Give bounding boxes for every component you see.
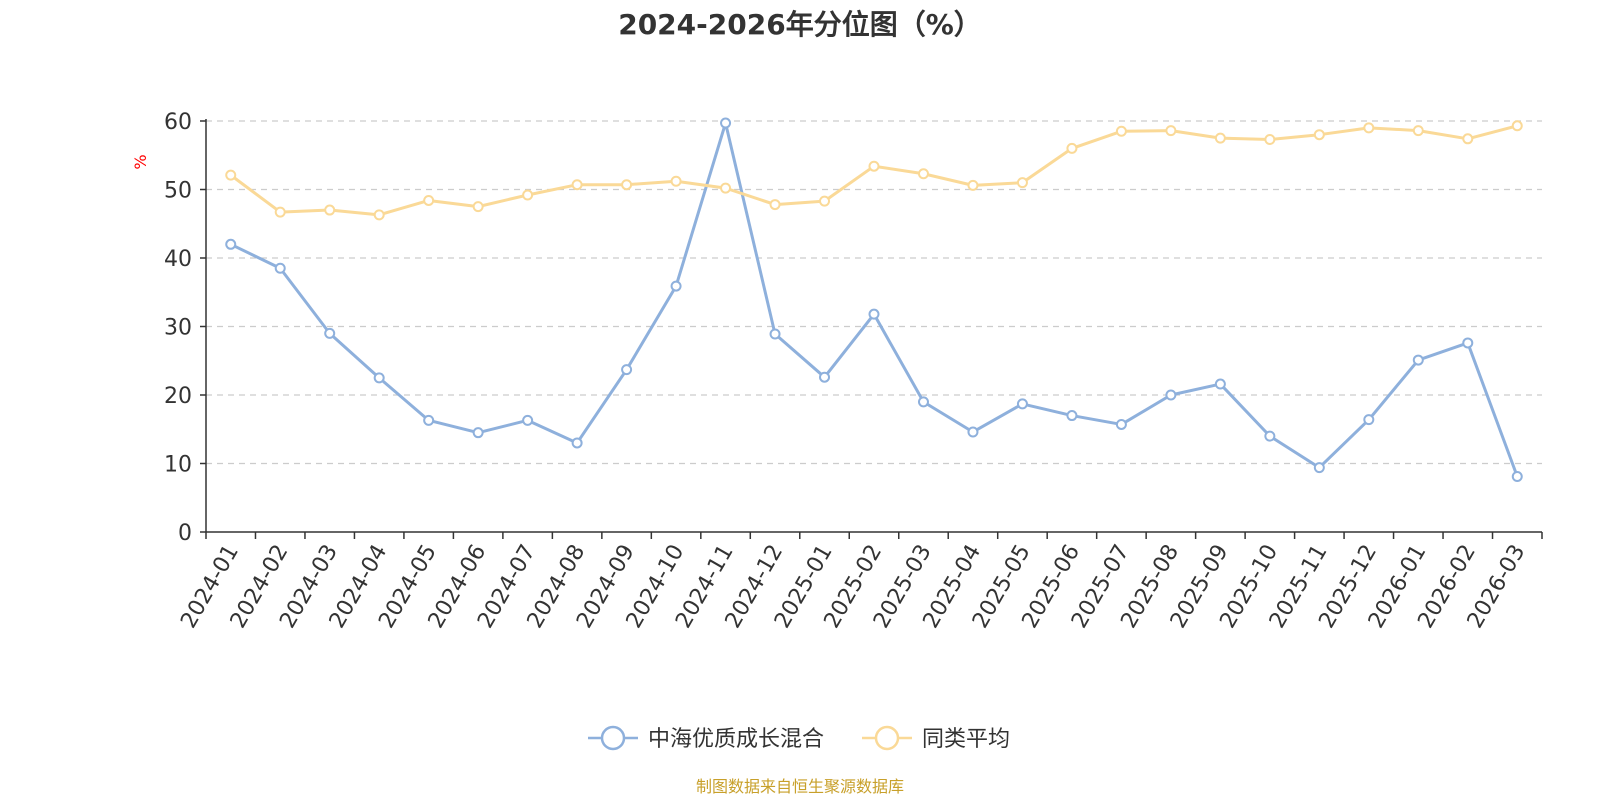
data-point (670, 280, 682, 292)
y-tick-label: 0 (178, 521, 192, 546)
data-point (621, 364, 633, 376)
data-point (274, 262, 286, 274)
data-point (274, 206, 286, 218)
data-point (670, 175, 682, 187)
data-point (1511, 120, 1523, 132)
y-tick-label: 50 (164, 179, 192, 204)
y-axis-unit-label: % (131, 154, 150, 169)
data-point (967, 179, 979, 191)
data-point (819, 371, 831, 383)
data-point (917, 168, 929, 180)
grid-lines (206, 120, 1542, 465)
data-point (571, 437, 583, 449)
data-point (1016, 177, 1028, 189)
y-tick-label: 10 (164, 453, 192, 478)
data-point (373, 372, 385, 384)
data-point (868, 308, 880, 320)
data-point (1313, 462, 1325, 474)
data-point (324, 327, 336, 339)
series-lines (225, 117, 1523, 483)
data-point (1165, 125, 1177, 137)
data-point (225, 238, 237, 250)
legend-item[interactable]: 中海优质成长混合 (588, 725, 824, 752)
data-point (868, 160, 880, 172)
data-point (1214, 378, 1226, 390)
data-point (1115, 418, 1127, 430)
data-point (1016, 398, 1028, 410)
chart-title: 2024-2026年分位图（%） (618, 8, 982, 41)
data-point (1214, 132, 1226, 144)
series-0 (225, 117, 1523, 483)
legend-circle-marker (874, 725, 900, 751)
data-point (472, 427, 484, 439)
data-point (373, 209, 385, 221)
data-point (472, 201, 484, 213)
data-point (1363, 414, 1375, 426)
data-point (1264, 133, 1276, 145)
data-point (324, 204, 336, 216)
data-point (423, 194, 435, 206)
data-point (571, 179, 583, 191)
y-tick-label: 60 (164, 110, 192, 135)
data-point (720, 117, 732, 129)
data-point (1264, 430, 1276, 442)
legend-circle-marker (600, 725, 626, 751)
data-point (1511, 471, 1523, 483)
legend-label: 同类平均 (922, 727, 1010, 752)
legend-label: 中海优质成长混合 (648, 727, 824, 752)
data-point (769, 199, 781, 211)
data-point (1165, 389, 1177, 401)
data-point (1462, 133, 1474, 145)
data-point (1412, 354, 1424, 366)
legend: 中海优质成长混合 同类平均 (588, 725, 1010, 752)
series-line (230, 121, 1519, 478)
data-source-note: 制图数据来自恒生聚源数据库 (696, 777, 904, 796)
data-point (522, 189, 534, 201)
data-point (1412, 125, 1424, 137)
data-point (917, 396, 929, 408)
data-point (1462, 337, 1474, 349)
y-tick-label: 20 (164, 384, 192, 409)
data-point (1363, 122, 1375, 134)
data-point (621, 179, 633, 191)
data-point (522, 414, 534, 426)
data-point (423, 414, 435, 426)
data-point (1313, 129, 1325, 141)
data-point (1066, 142, 1078, 154)
data-point (1115, 125, 1127, 137)
data-point (720, 182, 732, 194)
legend-item[interactable]: 同类平均 (862, 725, 1010, 752)
data-point (769, 328, 781, 340)
y-tick-label: 30 (164, 316, 192, 341)
data-point (967, 426, 979, 438)
data-point (819, 195, 831, 207)
data-point (1066, 410, 1078, 422)
data-point (225, 169, 237, 181)
series-1 (225, 120, 1523, 221)
y-tick-label: 40 (164, 247, 192, 272)
